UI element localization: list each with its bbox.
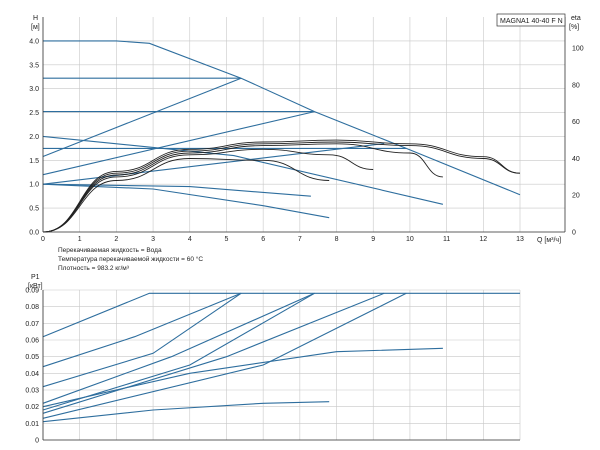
efficiency-curve — [42, 141, 521, 233]
y-tick-label: 3.5 — [29, 62, 39, 69]
y-tick-label: 0.06 — [25, 338, 39, 345]
head-curve — [42, 111, 315, 176]
head-curve — [42, 143, 385, 185]
x-tick-label: 6 — [261, 236, 265, 243]
power-chart: 0 0.01 0.02 0.03 0.04 0.05 0.06 0.07 0.08 0.09 P1… — [25, 274, 521, 445]
y-tick-label: 0.03 — [25, 388, 39, 395]
power-curve — [42, 292, 315, 411]
x-tick-label: 13 — [516, 236, 524, 243]
eta-tick-label: 40 — [572, 156, 580, 163]
note-temperature: Температура перекачиваемой жидкости = 60… — [58, 255, 203, 263]
x-tick-label: 12 — [479, 236, 487, 243]
y-tick-label: 1.5 — [29, 158, 39, 165]
eta-tick-label: 20 — [572, 193, 580, 200]
y-tick-label: 0.05 — [25, 354, 39, 361]
y-axis-unit-p1: [кВт] — [28, 283, 43, 290]
head-curve — [42, 183, 330, 219]
efficiency-curve — [42, 143, 443, 233]
head-chart-grid — [42, 17, 565, 233]
x-tick-label: 5 — [225, 236, 229, 243]
x-axis-label: Q [м³/ч] — [537, 237, 561, 244]
model-label-box — [496, 13, 566, 27]
y-tick-label: 0.02 — [25, 404, 39, 411]
y-tick-label: 4.0 — [29, 38, 39, 45]
eta-tick-label: 80 — [572, 82, 580, 89]
model-label: MAGNA1 40-40 F N — [500, 18, 563, 25]
x-tick-label: 9 — [371, 236, 375, 243]
y-tick-label: 0.07 — [25, 321, 39, 328]
y-tick-label: 0.09 — [25, 288, 39, 295]
power-curve — [42, 401, 330, 423]
power-curve — [42, 292, 315, 404]
head-chart: 0 1 2 3 4 5 6 7 8 9 10 11 12 130.00.51.01.52.02.53.03… — [29, 13, 584, 272]
efficiency-curve — [42, 158, 330, 233]
efficiency-curve — [42, 139, 521, 233]
power-curve — [42, 347, 443, 408]
y-axis-unit-h: [м] — [31, 24, 40, 31]
efficiency-curve — [42, 148, 374, 233]
power-curve — [42, 292, 407, 419]
y-axis-label-eta: eta — [571, 15, 581, 22]
note-density: Плотность = 983.2 кг/м³ — [58, 265, 130, 272]
head-curve — [42, 135, 444, 205]
power-curve — [42, 292, 242, 368]
power-chart-series — [42, 292, 520, 423]
eta-tick-label: 100 — [572, 46, 584, 53]
x-tick-label: 0 — [41, 236, 45, 243]
y-tick-label: 2.0 — [29, 134, 39, 141]
y-tick-label: 0 — [35, 438, 39, 445]
x-tick-label: 10 — [406, 236, 414, 243]
y-tick-label: 0.0 — [29, 230, 39, 237]
eta-tick-label: 60 — [572, 119, 580, 126]
efficiency-series — [42, 139, 521, 233]
y-tick-label: 3.0 — [29, 86, 39, 93]
y-tick-label: 1.0 — [29, 182, 39, 189]
x-tick-label: 1 — [78, 236, 82, 243]
y-axis-label-h: H — [33, 15, 38, 22]
y-axis-unit-eta: [%] — [569, 24, 579, 31]
note-liquid: Перекачиваемая жидкость = Вода — [58, 247, 162, 254]
x-tick-label: 11 — [443, 236, 450, 243]
y-tick-label: 0.04 — [25, 371, 39, 378]
x-tick-label: 2 — [114, 236, 118, 243]
head-chart-axes: 0 1 2 3 4 5 6 7 8 9 10 11 12 130.00.51.01.52.02.53.03… — [29, 17, 584, 243]
x-tick-label: 4 — [188, 236, 192, 243]
y-tick-label: 0.01 — [25, 421, 39, 428]
y-tick-label: 0.08 — [25, 304, 39, 311]
x-tick-label: 7 — [298, 236, 302, 243]
power-curve — [42, 292, 385, 414]
y-tick-label: 0.5 — [29, 206, 39, 213]
x-tick-label: 8 — [335, 236, 339, 243]
power-curve — [42, 292, 242, 388]
y-axis-label-p1: P1 — [31, 274, 40, 281]
head-chart-series — [42, 40, 521, 219]
power-curve — [42, 292, 520, 338]
y-tick-label: 2.5 — [29, 110, 39, 117]
eta-tick-label: 0 — [572, 230, 576, 237]
x-tick-label: 3 — [151, 236, 155, 243]
head-curve — [42, 77, 242, 158]
power-chart-axes: 0 0.01 0.02 0.03 0.04 0.05 0.06 0.07 0.08 0.09 — [25, 288, 520, 445]
